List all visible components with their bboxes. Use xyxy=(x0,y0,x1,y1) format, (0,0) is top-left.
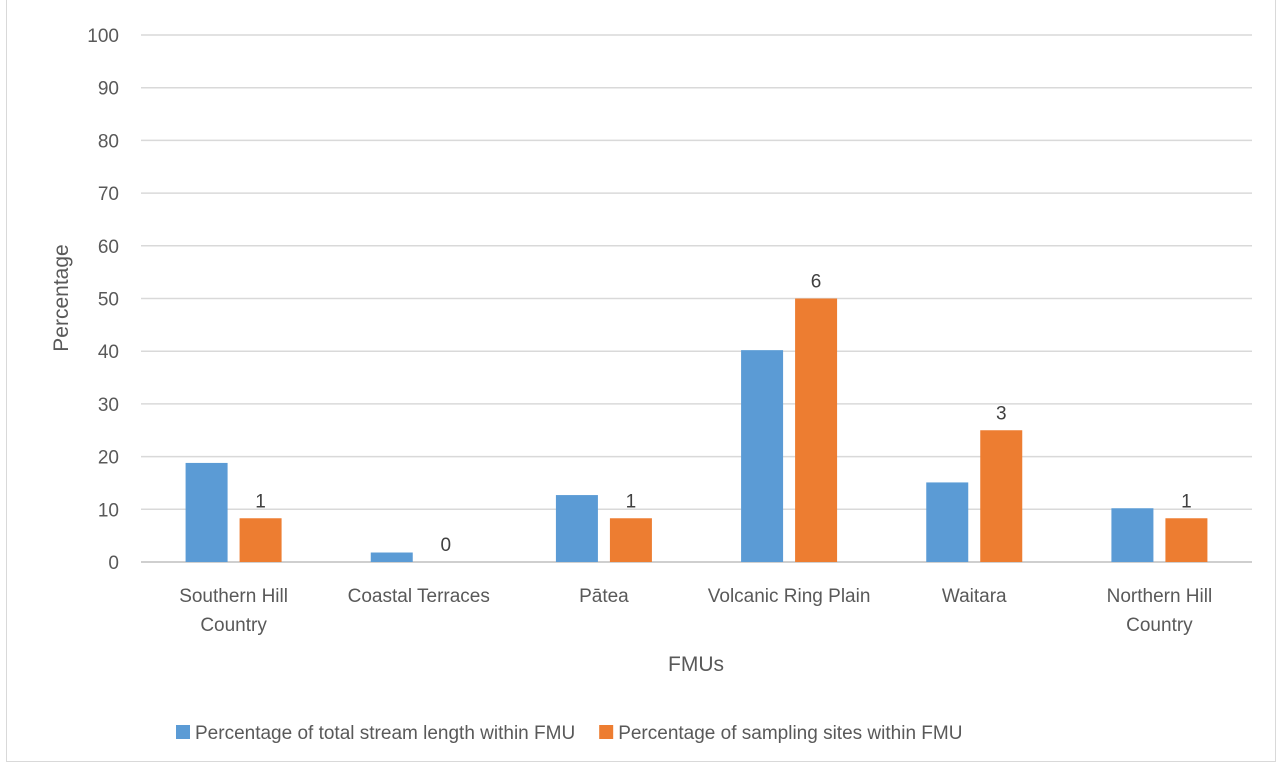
data-label: 3 xyxy=(996,403,1007,424)
chart-frame xyxy=(6,0,1276,762)
legend-label: Percentage of sampling sites within FMU xyxy=(618,723,962,744)
bar-series-1 xyxy=(741,350,784,562)
data-label: 6 xyxy=(811,272,822,293)
legend-swatch xyxy=(599,725,614,739)
x-category-label: Country xyxy=(1126,615,1193,636)
x-category-label: Northern Hill xyxy=(1107,586,1213,607)
y-axis-title: Percentage xyxy=(50,244,73,351)
x-category-label: Country xyxy=(200,615,267,636)
y-axis-ticks: 0 10 20 30 40 50 60 70 80 90 100 xyxy=(87,26,119,574)
bar-series-2 xyxy=(239,518,282,562)
y-tick-label: 50 xyxy=(98,290,119,311)
bar-series-2 xyxy=(980,430,1023,562)
y-tick-label: 0 xyxy=(108,553,119,574)
x-category-label: Southern Hill xyxy=(179,586,288,607)
bar-series-2 xyxy=(795,298,838,562)
x-category-label: Coastal Terraces xyxy=(348,586,490,607)
legend-swatch xyxy=(176,725,190,739)
x-category-label: Waitara xyxy=(942,586,1007,607)
y-tick-label: 90 xyxy=(98,79,119,100)
bar-series-1 xyxy=(926,482,969,562)
bar-series-1 xyxy=(1111,508,1154,562)
bar-series-1 xyxy=(370,552,413,562)
legend-label: Percentage of total stream length within… xyxy=(195,723,575,744)
bar-series-1 xyxy=(555,495,598,562)
y-tick-label: 30 xyxy=(98,395,119,416)
y-tick-label: 70 xyxy=(98,184,119,205)
data-label: 0 xyxy=(440,535,451,556)
y-tick-label: 80 xyxy=(98,131,119,152)
y-tick-label: 40 xyxy=(98,342,119,363)
x-axis-categories: Southern Hill Country Coastal Terraces Pāte… xyxy=(179,586,1212,636)
bar-series-2 xyxy=(1165,518,1208,562)
y-tick-label: 10 xyxy=(98,500,119,521)
legend: Percentage of total stream length within… xyxy=(176,723,962,744)
y-tick-label: 100 xyxy=(87,26,119,47)
y-tick-label: 20 xyxy=(98,448,119,469)
x-category-label: Volcanic Ring Plain xyxy=(708,586,871,607)
data-labels: 1 0 1 6 3 1 xyxy=(255,272,1191,557)
gridlines xyxy=(141,34,1252,563)
data-label: 1 xyxy=(255,491,266,512)
x-axis-title: FMUs xyxy=(668,653,724,676)
x-category-label: Pātea xyxy=(579,586,629,607)
bar-series-2 xyxy=(609,518,652,562)
data-label: 1 xyxy=(1181,491,1192,512)
data-label: 1 xyxy=(626,491,637,512)
bars xyxy=(185,298,1208,562)
bar-series-1 xyxy=(185,462,228,562)
y-tick-label: 60 xyxy=(98,237,119,258)
